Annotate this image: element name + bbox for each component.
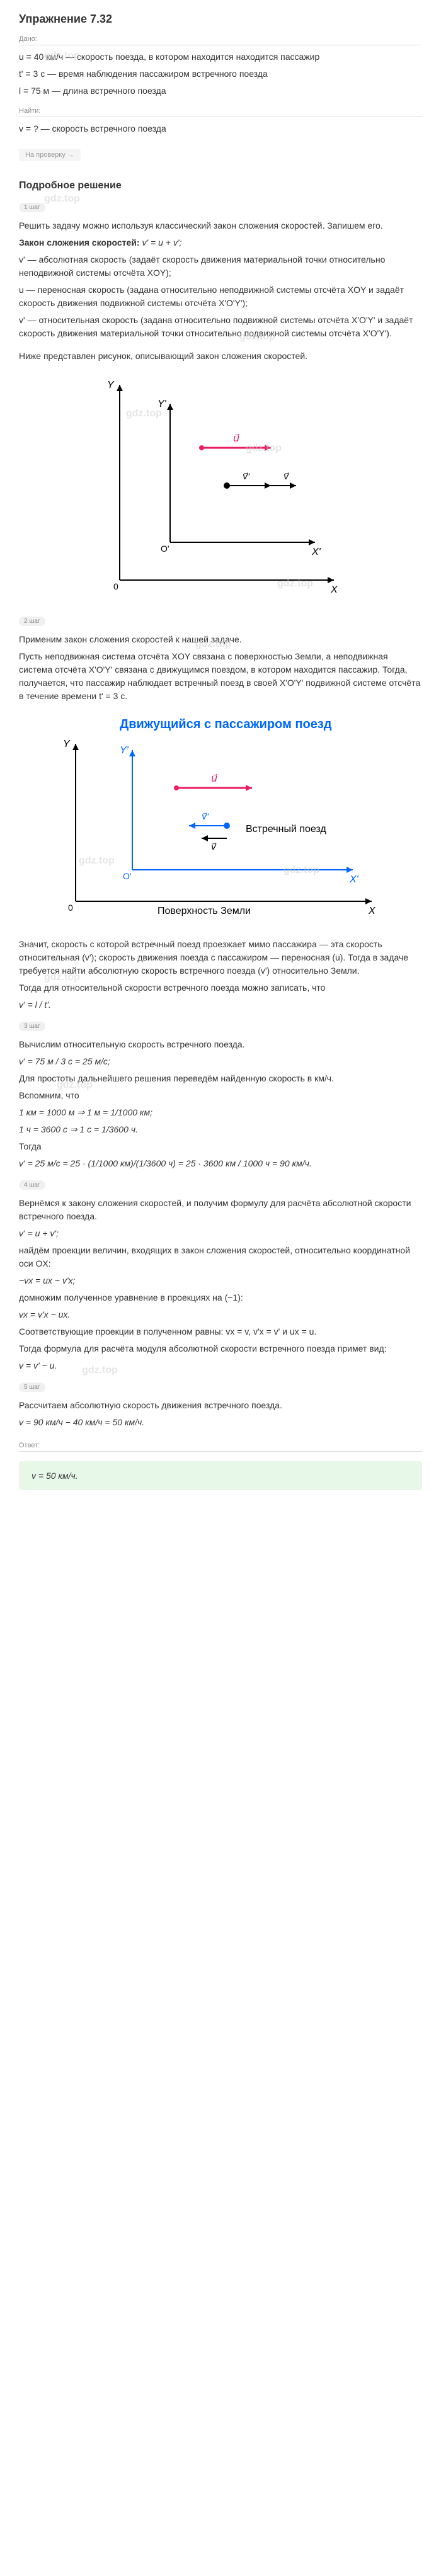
- find-line: v = ? — скорость встречного поезда: [19, 122, 422, 135]
- svg-text:X: X: [368, 906, 376, 916]
- svg-text:X': X': [349, 874, 359, 885]
- diagram-1: 0 X Y O' X' Y' u⃗ v⃗' v⃗ gdz.top: [19, 372, 422, 601]
- answer-text: v = 50 км/ч.: [32, 1471, 78, 1481]
- step2-formula: v' = l / t'.: [19, 998, 422, 1012]
- svg-text:v⃗': v⃗': [243, 471, 250, 481]
- step2-intro: Применим закон сложения скоростей к наше…: [19, 633, 422, 646]
- law-u-desc: u — переносная скорость (задана относите…: [19, 283, 422, 310]
- step4-f3: vx = v'x − ux.: [19, 1308, 422, 1321]
- step4-text2: домножим полученное уравнение в проекция…: [19, 1291, 422, 1304]
- step3-text: Для простоты дальнейшего решения перевед…: [19, 1072, 422, 1085]
- step3-f4: v' = 25 м/с = 25 · (1/1000 км)/(1/3600 ч…: [19, 1157, 422, 1170]
- svg-text:gdz.top: gdz.top: [79, 855, 115, 866]
- watermark: gdz.top: [44, 193, 80, 205]
- given-label: Дано:: [19, 35, 422, 45]
- step2-after: Значит, скорость с которой встречный пое…: [19, 938, 422, 977]
- step4-f4: v = v' − u.: [19, 1359, 422, 1372]
- step2-formula-intro: Тогда для относительной скорости встречн…: [19, 981, 422, 994]
- svg-text:gdz.top: gdz.top: [126, 408, 162, 419]
- svg-text:Y: Y: [63, 739, 71, 749]
- diagram-2: Движущийся с пассажиром поезд 0 X Y Пове…: [19, 712, 422, 928]
- svg-text:X: X: [330, 584, 338, 595]
- svg-text:Встречный поезд: Встречный поезд: [246, 824, 326, 835]
- step4-text4: Тогда формула для расчёта модуля абсолют…: [19, 1342, 422, 1355]
- svg-text:0: 0: [113, 581, 118, 591]
- step2-text: Пусть неподвижная система отсчёта XOY св…: [19, 650, 422, 703]
- step5-f1: v = 90 км/ч − 40 км/ч = 50 км/ч.: [19, 1416, 422, 1429]
- svg-text:v⃗: v⃗: [284, 471, 289, 481]
- svg-text:O': O': [161, 544, 169, 554]
- given-line-1: u = 40 км/ч — скорость поезда, в котором…: [19, 50, 422, 64]
- given-line-2: t' = 3 с — время наблюдения пассажиром в…: [19, 67, 422, 81]
- svg-text:gdz.top: gdz.top: [246, 443, 282, 453]
- step3-recall: Вспомним, что: [19, 1089, 422, 1102]
- svg-text:u⃗: u⃗: [211, 773, 217, 784]
- step1-intro: Решить задачу можно используя классическ…: [19, 219, 422, 232]
- step5-intro: Рассчитаем абсолютную скорость движения …: [19, 1399, 422, 1412]
- law-formula: v' = u + v';: [142, 237, 181, 248]
- step4-intro: Вернёмся к закону сложения скоростей, и …: [19, 1197, 422, 1223]
- diagram2-title: Движущийся с пассажиром поезд: [120, 717, 332, 731]
- step5-badge: 5 шаг: [19, 1382, 45, 1392]
- law-vp-desc: v' — относительная скорость (задана отно…: [19, 314, 422, 340]
- svg-text:gdz.top: gdz.top: [277, 578, 313, 589]
- svg-text:Поверхность Земли: Поверхность Земли: [158, 906, 251, 916]
- svg-text:O': O': [123, 871, 132, 881]
- step2-badge: 2 шаг: [19, 617, 45, 626]
- step4-badge: 4 шаг: [19, 1180, 45, 1190]
- exercise-title: Упражнение 7.32: [19, 13, 422, 26]
- svg-text:0: 0: [68, 903, 73, 913]
- find-label: Найти:: [19, 107, 422, 117]
- answer-box: v = 50 км/ч.: [19, 1461, 422, 1490]
- given-line-3: l = 75 м — длина встречного поезда: [19, 84, 422, 98]
- step3-f1: v' = 75 м / 3 с = 25 м/с;: [19, 1055, 422, 1068]
- step3-badge: 3 шаг: [19, 1022, 45, 1031]
- step4-f1: v' = u + v';: [19, 1227, 422, 1240]
- answer-label: Ответ:: [19, 1442, 422, 1452]
- svg-text:X': X': [311, 547, 321, 557]
- svg-text:gdz.top: gdz.top: [284, 865, 319, 875]
- step4-text3: Соответствующие проекции в полученном ра…: [19, 1325, 422, 1338]
- review-button[interactable]: На проверку →: [19, 149, 81, 161]
- step3-then: Тогда: [19, 1140, 422, 1153]
- law-v-desc: v' — абсолютная скорость (задаёт скорост…: [19, 253, 422, 280]
- svg-text:Y: Y: [107, 380, 115, 390]
- step3-intro: Вычислим относительную скорость встречно…: [19, 1038, 422, 1051]
- step4-f2: −vx = ux − v'x;: [19, 1274, 422, 1287]
- step4-text1: найдём проекции величин, входящих в зако…: [19, 1244, 422, 1270]
- step3-f3: 1 ч = 3600 с ⇒ 1 с = 1/3600 ч.: [19, 1123, 422, 1136]
- svg-text:u⃗: u⃗: [233, 433, 239, 444]
- diagram-intro: Ниже представлен рисунок, описывающий за…: [19, 350, 422, 363]
- law-title: Закон сложения скоростей:: [19, 237, 140, 248]
- step1-badge: 1 шаг: [19, 203, 45, 212]
- step3-f2: 1 км = 1000 м ⇒ 1 м = 1/1000 км;: [19, 1106, 422, 1119]
- svg-text:v⃗: v⃗: [211, 841, 217, 852]
- svg-text:v⃗': v⃗': [202, 811, 209, 821]
- solution-title: Подробное решение: [19, 180, 422, 191]
- svg-text:Y': Y': [120, 745, 129, 756]
